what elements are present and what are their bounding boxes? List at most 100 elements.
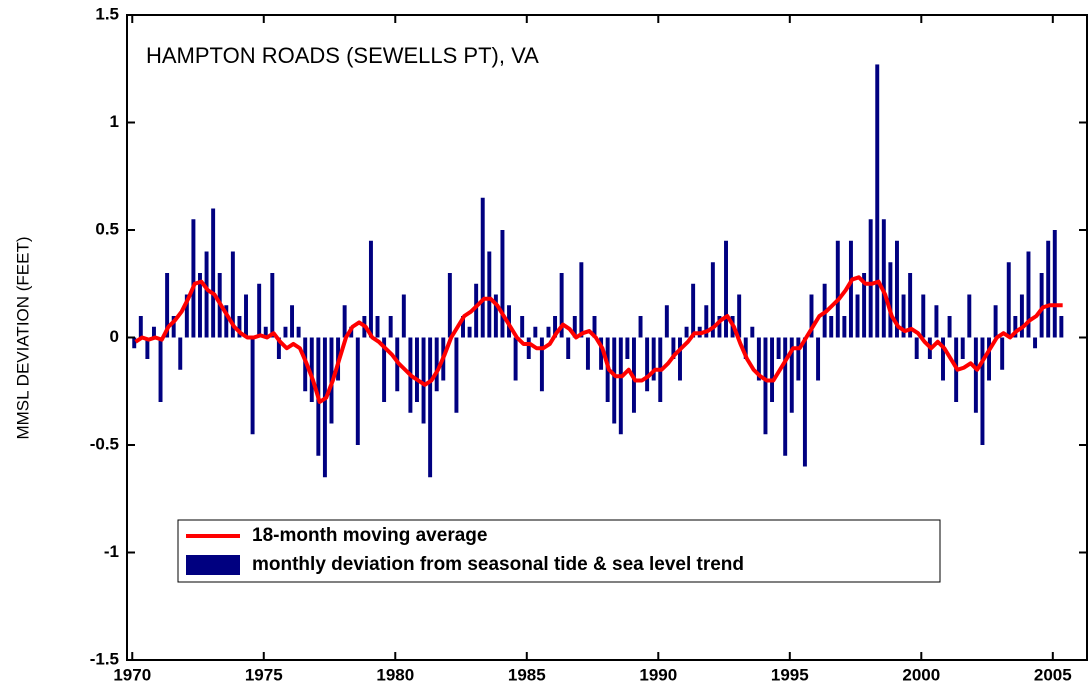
bar — [309, 337, 314, 402]
bar — [493, 294, 498, 338]
bar — [388, 316, 393, 338]
bar — [224, 305, 229, 338]
bar — [835, 240, 840, 338]
bar — [717, 316, 722, 338]
bar — [895, 240, 899, 338]
legend-label: 18-month moving average — [252, 525, 487, 546]
bar — [684, 326, 689, 338]
bar — [756, 337, 761, 381]
x-tick-label: 1975 — [245, 665, 283, 684]
bar — [382, 337, 387, 402]
bar — [579, 262, 584, 338]
y-tick-label: 1 — [110, 112, 119, 131]
bar — [322, 337, 327, 478]
bar — [960, 337, 965, 359]
y-tick-label: 0.5 — [95, 219, 119, 238]
bar — [276, 337, 281, 359]
bar — [138, 316, 143, 338]
bar — [368, 240, 373, 338]
bar — [513, 337, 518, 381]
bar — [296, 326, 301, 338]
bar — [434, 337, 439, 392]
bar — [645, 337, 650, 392]
bar — [789, 337, 794, 413]
bar — [257, 283, 262, 338]
bar — [401, 294, 406, 338]
y-tick-label: -1.5 — [90, 649, 119, 668]
bar — [1039, 273, 1044, 338]
bar — [421, 337, 426, 424]
bar — [1026, 251, 1031, 338]
bar — [842, 316, 847, 338]
moving-average-line — [134, 275, 1063, 404]
y-tick-label: -1 — [104, 542, 119, 561]
bar — [947, 316, 952, 338]
bar — [691, 283, 696, 338]
bar — [809, 294, 814, 338]
plot-area — [132, 64, 1064, 478]
bar — [993, 305, 998, 338]
bar — [250, 337, 255, 435]
bar — [270, 273, 275, 338]
bar — [428, 337, 433, 478]
bar — [612, 337, 617, 424]
bar — [599, 337, 604, 370]
bar — [520, 316, 525, 338]
bar — [802, 337, 807, 467]
bar — [132, 337, 137, 349]
bar — [1000, 337, 1005, 370]
x-tick-label: 1995 — [771, 665, 809, 684]
bar — [539, 337, 544, 392]
bar — [1006, 262, 1011, 338]
bar — [454, 337, 459, 413]
bar — [664, 305, 669, 338]
bar — [198, 273, 202, 338]
legend-box — [177, 519, 941, 583]
bar — [500, 230, 505, 338]
bar — [355, 337, 360, 445]
bar — [480, 197, 485, 338]
y-axis-label: MMSL DEVIATION (FEET) — [13, 236, 32, 439]
bar — [967, 294, 972, 338]
bar — [868, 219, 873, 338]
bar — [618, 337, 623, 435]
bar — [237, 316, 242, 338]
bar — [526, 337, 531, 359]
bar — [678, 337, 682, 381]
bar — [165, 273, 170, 338]
bar — [921, 294, 926, 338]
bar — [211, 208, 216, 338]
x-tick-label: 2000 — [902, 665, 940, 684]
bar — [342, 305, 347, 338]
bar — [855, 294, 860, 338]
bar — [447, 273, 452, 338]
bar — [184, 294, 189, 338]
bar — [776, 337, 781, 359]
bar — [934, 305, 939, 338]
bar — [572, 316, 577, 338]
x-tick-label: 1985 — [508, 665, 546, 684]
bar — [290, 305, 295, 338]
bar — [158, 337, 163, 402]
bar — [283, 326, 288, 338]
bar — [862, 273, 867, 338]
bar — [592, 316, 597, 338]
bar — [901, 294, 906, 338]
bar — [987, 337, 991, 381]
bar — [263, 326, 268, 338]
bar — [553, 316, 558, 338]
bar — [704, 305, 709, 338]
annotation: HAMPTON ROADS (SEWELLS PT), VA — [146, 43, 539, 68]
bar — [461, 316, 465, 338]
bar — [848, 240, 853, 338]
bar — [625, 337, 630, 359]
bar — [191, 219, 196, 338]
bar — [914, 337, 919, 359]
bar — [737, 294, 742, 338]
bar — [750, 326, 755, 338]
bar — [638, 316, 643, 338]
bar — [710, 262, 715, 338]
bar — [1033, 337, 1038, 349]
